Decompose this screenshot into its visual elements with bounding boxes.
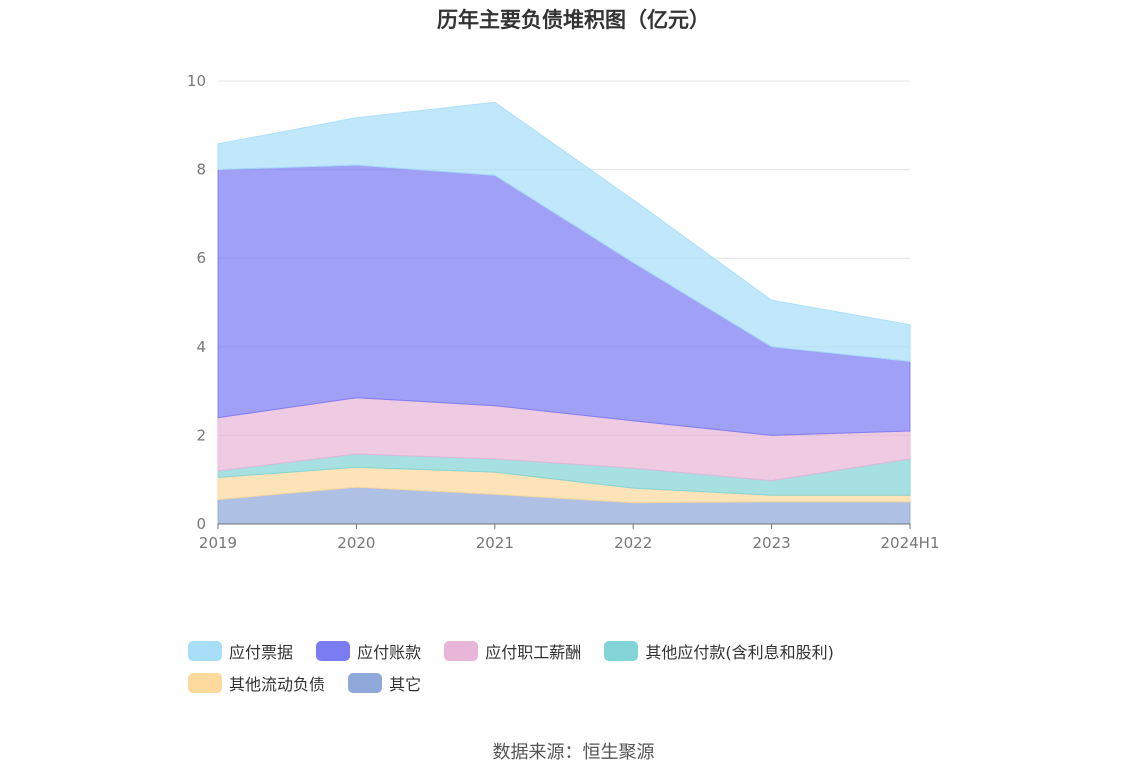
legend: 应付票据 应付账款 应付职工薪酬 其他应付款(含利息和股利) 其他流动负债 其它 — [188, 640, 988, 704]
legend-swatch — [188, 641, 222, 661]
x-tick-label: 2022 — [614, 534, 652, 552]
legend-label: 应付职工薪酬 — [485, 643, 582, 662]
y-tick-label: 4 — [196, 338, 206, 356]
legend-swatch — [348, 673, 383, 693]
chart-title: 历年主要负债堆积图（亿元） — [437, 8, 710, 32]
legend-label: 其它 — [389, 675, 422, 694]
stacked-area-chart: 0 2 4 6 8 10 2019 2020 2021 2022 2023 2024H1 — [187, 72, 940, 552]
x-tick-label: 2021 — [476, 534, 514, 552]
legend-swatch — [316, 641, 351, 661]
x-tick-label: 2024H1 — [881, 534, 940, 552]
legend-item-employee-pay[interactable]: 应付职工薪酬 — [444, 640, 581, 662]
y-tick-label: 8 — [196, 161, 206, 179]
x-tick-label: 2020 — [337, 534, 375, 552]
y-tick-label: 6 — [196, 249, 206, 267]
y-tick-label: 10 — [187, 72, 206, 90]
legend-item-accounts-payable[interactable]: 应付账款 — [316, 640, 421, 662]
data-source: 数据来源：恒生聚源 — [492, 742, 655, 763]
legend-swatch — [188, 673, 222, 693]
axes: 0 2 4 6 8 10 2019 2020 2021 2022 2023 2024H1 — [187, 72, 940, 552]
legend-label: 应付账款 — [357, 643, 422, 662]
area-series[interactable] — [217, 101, 911, 362]
legend-label: 其他应付款(含利息和股利) — [645, 643, 834, 662]
legend-item-notes-payable[interactable]: 应付票据 — [188, 640, 293, 662]
legend-item-other-payables[interactable]: 其他应付款(含利息和股利) — [604, 640, 834, 662]
y-tick-label: 0 — [196, 515, 206, 533]
legend-label: 应付票据 — [229, 643, 294, 662]
legend-label: 其他流动负债 — [229, 675, 326, 694]
legend-swatch — [444, 641, 479, 661]
x-tick-label: 2019 — [199, 534, 237, 552]
legend-item-others[interactable]: 其它 — [348, 672, 421, 694]
legend-swatch — [604, 641, 639, 661]
y-tick-label: 2 — [196, 426, 206, 444]
x-tick-label: 2023 — [753, 534, 791, 552]
area-series — [217, 101, 911, 525]
legend-item-other-current-liabilities[interactable]: 其他流动负债 — [188, 672, 325, 694]
